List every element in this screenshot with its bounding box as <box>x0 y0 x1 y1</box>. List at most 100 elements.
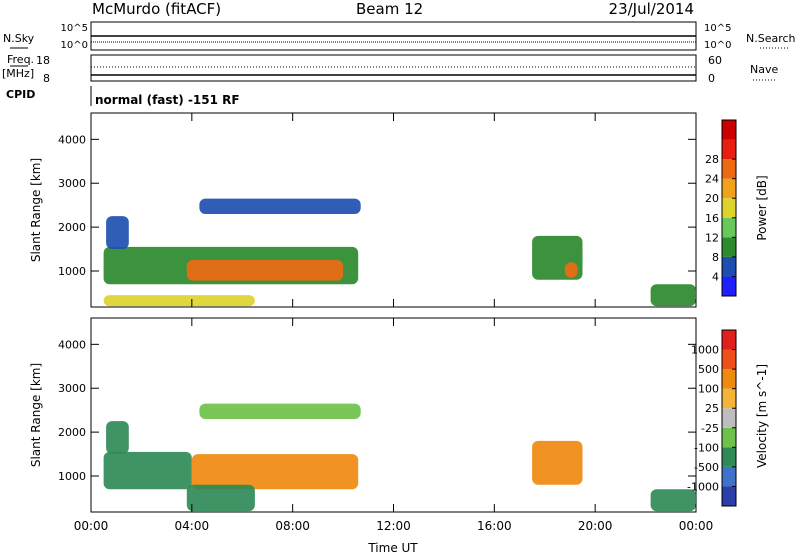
power-colorbar-label-2: 12 <box>705 231 719 244</box>
velocity-ytick-label-2: 3000 <box>58 382 86 395</box>
power-colorbar-label-4: 20 <box>705 192 719 205</box>
power-colorbar-swatch-1 <box>722 256 736 277</box>
power-ytick-label-3: 4000 <box>58 133 86 146</box>
date-title: 23/Jul/2014 <box>609 0 694 18</box>
nave-tick-top: 60 <box>708 54 722 67</box>
noise-tick-bottom-right: 10^0 <box>704 40 731 51</box>
velocity-xtick-label-2: 08:00 <box>275 519 310 533</box>
velocity-echo-region-5 <box>532 440 583 485</box>
power-colorbar-swatch-6 <box>722 159 736 179</box>
power-echo-region-5 <box>564 262 578 278</box>
power-ytick-label-1: 2000 <box>58 221 86 234</box>
velocity-x-axis: 00:00 04:00 08:00 12:00 16:00 20:00 00:00 <box>74 318 714 533</box>
velocity-colorbar-label-7: -1000 <box>687 480 719 493</box>
freq-tick-top: 18 <box>36 54 50 67</box>
velocity-echo-regions <box>103 403 696 512</box>
power-panel: 1000 2000 3000 4000 Slant Range [km] 4 8 12 16… <box>29 112 769 308</box>
station-title: McMurdo (fitACF) <box>92 0 221 18</box>
velocity-xtick-label-0: 00:00 <box>74 519 109 533</box>
nsky-label: N.Sky <box>3 32 35 45</box>
noise-tick-top-right: 10^5 <box>704 23 731 34</box>
velocity-ytick-label-0: 1000 <box>58 470 86 483</box>
power-colorbar-swatch-7 <box>722 139 736 160</box>
cpid-label: CPID <box>6 88 35 101</box>
power-colorbar: 4 8 12 16 20 24 28 <box>705 119 737 297</box>
power-echo-region-1 <box>186 260 344 281</box>
freq-tick-bottom: 8 <box>43 72 50 85</box>
velocity-colorbar-swatch-2 <box>722 447 736 467</box>
nave-label: Nave <box>750 63 778 76</box>
velocity-colorbar-label-0: 1000 <box>691 344 719 357</box>
velocity-colorbar-swatch-3 <box>722 427 736 448</box>
velocity-colorbar: 1000 500 100 25 -25 -100 -500 -1000 <box>687 329 737 507</box>
power-colorbar-swatch-5 <box>722 178 736 199</box>
velocity-colorbar-swatch-4 <box>722 408 736 428</box>
velocity-colorbar-label-1: 500 <box>698 363 719 376</box>
power-echo-regions <box>103 198 696 307</box>
velocity-echo-region-2 <box>186 484 255 512</box>
velocity-colorbar-label-6: -500 <box>694 461 719 474</box>
velocity-ytick-label-1: 2000 <box>58 426 86 439</box>
power-colorbar-label: Power [dB] <box>755 175 769 240</box>
power-colorbar-swatch-2 <box>722 237 736 257</box>
x-axis-label: Time UT <box>367 541 418 554</box>
velocity-colorbar-swatch-7 <box>722 349 736 370</box>
cpid-value: normal (fast) -151 RF <box>95 93 240 107</box>
power-echo-region-3 <box>199 198 361 214</box>
velocity-xtick-label-1: 04:00 <box>175 519 210 533</box>
power-ytick-label-2: 3000 <box>58 177 86 190</box>
velocity-y-axis: 1000 2000 3000 4000 <box>58 338 696 483</box>
beam-title: Beam 12 <box>356 0 423 18</box>
velocity-colorbar-frame <box>721 329 737 507</box>
power-colorbar-label-5: 24 <box>705 173 719 186</box>
nave-tick-bottom: 0 <box>708 72 715 85</box>
power-colorbar-label-6: 28 <box>705 153 719 166</box>
power-ytick-label-0: 1000 <box>58 265 86 278</box>
velocity-echo-region-4 <box>199 403 361 419</box>
velocity-colorbar-swatch-5 <box>722 388 736 409</box>
velocity-ylabel: Slant Range [km] <box>29 363 43 467</box>
velocity-colorbar-swatch-0 <box>722 486 736 506</box>
velocity-xtick-label-6: 00:00 <box>679 519 714 533</box>
power-colorbar-label-1: 8 <box>712 251 719 264</box>
velocity-xtick-label-5: 20:00 <box>578 519 613 533</box>
velocity-colorbar-label-3: 25 <box>705 402 719 415</box>
noise-tick-bottom-left: 10^0 <box>61 40 88 51</box>
power-echo-region-2 <box>106 216 129 249</box>
velocity-colorbar-label-4: -25 <box>701 422 719 435</box>
power-colorbar-label-0: 4 <box>712 270 719 283</box>
velocity-colorbar-swatch-6 <box>722 369 736 389</box>
power-echo-region-7 <box>650 284 696 307</box>
noise-panel: N.Sky 10^5 10^0 10^5 10^0 N.Search <box>3 21 796 51</box>
power-x-axis <box>90 113 697 307</box>
freq-panel: Freq. [MHz] 18 8 60 0 Nave <box>2 53 778 85</box>
freq-unit: [MHz] <box>2 67 34 80</box>
power-colorbar-swatch-4 <box>722 198 736 218</box>
velocity-colorbar-label: Velocity [m s^-1] <box>755 364 769 468</box>
power-y-axis: 1000 2000 3000 4000 <box>58 133 696 278</box>
velocity-colorbar-swatch-1 <box>722 466 736 487</box>
velocity-echo-region-6 <box>650 489 696 512</box>
power-colorbar-swatch-8 <box>722 120 736 140</box>
power-echo-region-6 <box>103 295 255 307</box>
velocity-echo-region-0 <box>103 451 192 490</box>
nsearch-label: N.Search <box>746 32 796 45</box>
velocity-panel: 1000 2000 3000 4000 00:00 04:00 08:00 12:00 16:… <box>29 317 769 533</box>
power-colorbar-frame <box>721 119 737 297</box>
power-ylabel: Slant Range [km] <box>29 158 43 262</box>
power-colorbar-swatch-3 <box>722 217 736 238</box>
velocity-ytick-label-3: 4000 <box>58 338 86 351</box>
velocity-colorbar-label-2: 100 <box>698 383 719 396</box>
power-colorbar-label-3: 16 <box>705 212 719 225</box>
velocity-echo-region-1 <box>191 454 359 490</box>
noise-tick-top-left: 10^5 <box>61 23 88 34</box>
velocity-echo-region-3 <box>106 421 129 454</box>
cpid-panel: CPID normal (fast) -151 RF <box>6 86 240 107</box>
velocity-colorbar-label-5: -100 <box>694 441 719 454</box>
velocity-xtick-label-3: 12:00 <box>376 519 411 533</box>
power-colorbar-swatch-0 <box>722 276 736 296</box>
freq-label: Freq. <box>7 53 34 66</box>
velocity-colorbar-swatch-8 <box>722 330 736 350</box>
velocity-xtick-label-4: 16:00 <box>477 519 512 533</box>
